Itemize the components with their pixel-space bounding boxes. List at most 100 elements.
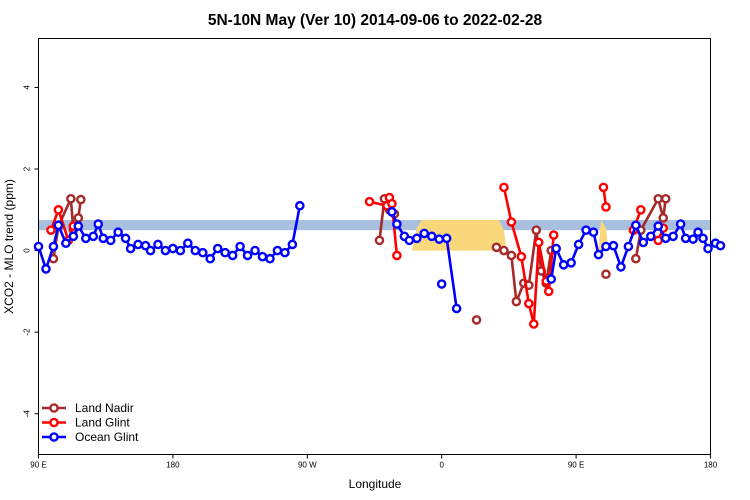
ocean-glint-point <box>608 240 619 251</box>
ocean-glint-point <box>581 225 591 235</box>
land-nadir-point <box>471 315 482 325</box>
ocean-glint-point <box>68 231 79 242</box>
ocean-glint-point <box>133 239 143 250</box>
land-glint-point <box>392 250 402 261</box>
ocean-glint-point <box>404 235 415 246</box>
ocean-glint-point <box>436 279 447 289</box>
y-axis-label: XCO2 - MLO trend (ppm) <box>2 179 16 314</box>
legend-marker-land-nadir <box>49 403 59 413</box>
ocean-glint-point <box>588 227 599 238</box>
ocean-glint-point <box>265 253 275 264</box>
land-glint-point <box>524 298 534 309</box>
y-tick-label: 2 <box>23 166 32 171</box>
land-nadir-point <box>653 193 664 204</box>
land-nadir-point <box>73 213 84 223</box>
y-tick-label: -2 <box>23 328 32 336</box>
ocean-glint-point <box>434 234 445 244</box>
reference-band <box>38 219 711 231</box>
land-glint-point <box>598 182 609 193</box>
ocean-glint-point <box>175 245 186 256</box>
ocean-glint-point <box>631 220 641 231</box>
ocean-glint-point <box>73 221 84 231</box>
ocean-glint-point <box>168 243 178 254</box>
axis-ticks: 90 E 180 90 W 0 90 E 180 -4 -2 0 2 4 <box>23 85 718 470</box>
ocean-glint-point <box>48 241 59 252</box>
ocean-glint-point <box>573 239 584 250</box>
ocean-glint-point <box>412 233 422 244</box>
ocean-glint-point <box>190 245 201 256</box>
ocean-glint-point <box>660 233 671 244</box>
ocean-glint-point <box>205 253 216 264</box>
land-glint-point <box>533 237 544 248</box>
land-nadir-point <box>531 225 542 235</box>
land-nadir-point <box>499 245 509 256</box>
land-shading <box>411 219 609 251</box>
land-glint-point <box>506 217 517 227</box>
land-nadir-point <box>631 253 641 264</box>
y-tick-label: -4 <box>23 410 32 418</box>
land-nadir-point <box>658 213 669 223</box>
land-glint-point <box>653 235 664 246</box>
ocean-glint-point <box>235 241 245 252</box>
ocean-glint-point <box>546 274 557 284</box>
ocean-glint-point <box>675 219 686 229</box>
ocean-glint-point <box>703 243 713 254</box>
ocean-glint-point <box>125 243 136 254</box>
land-glint-point <box>53 204 64 215</box>
ocean-glint-point <box>250 245 260 256</box>
ocean-glint-point <box>616 262 626 272</box>
ocean-glint-point <box>227 250 238 261</box>
ocean-glint-point <box>715 240 726 251</box>
ocean-glint-point <box>566 258 576 268</box>
x-tick-label: 180 <box>166 461 180 470</box>
legend-label-land-glint: Land Glint <box>75 416 130 430</box>
x-tick-label: 0 <box>439 461 444 470</box>
legend-label-ocean-glint: Ocean Glint <box>75 430 139 444</box>
y-tick-label: 4 <box>23 85 32 90</box>
land-glint-point <box>499 182 509 193</box>
ocean-glint-point <box>272 245 283 256</box>
ocean-glint-point <box>257 251 268 262</box>
ocean-glint-point <box>120 233 131 244</box>
land-nadir-point <box>506 250 517 261</box>
land-glint-point <box>543 286 554 297</box>
land-nadir-point <box>511 296 522 307</box>
ocean-glint-point <box>183 238 193 249</box>
ocean-glint-point <box>601 241 611 252</box>
ocean-glint-point <box>680 233 691 244</box>
x-tick-label: 90 W <box>298 461 317 470</box>
x-tick-label: 180 <box>704 461 718 470</box>
ocean-glint-point <box>197 247 208 258</box>
shading-layer <box>38 219 711 251</box>
chart-title: 5N-10N May (Ver 10) 2014-09-06 to 2022-0… <box>208 12 543 29</box>
ocean-glint-point <box>41 264 51 274</box>
ocean-glint-point <box>212 243 223 254</box>
land-glint-point <box>516 251 527 262</box>
ocean-glint-point <box>160 245 171 256</box>
land-glint-point <box>364 196 375 207</box>
ocean-glint-point <box>153 239 163 250</box>
ocean-glint-point <box>93 219 104 229</box>
ocean-glint-point <box>688 234 698 244</box>
legend-label-land-nadir: Land Nadir <box>75 401 134 415</box>
ocean-glint-point <box>145 245 156 256</box>
ocean-glint-point <box>558 260 569 270</box>
ocean-glint-point <box>53 220 64 231</box>
ocean-glint-point <box>426 231 437 242</box>
ocean-glint-point <box>623 241 634 252</box>
ocean-glint-point <box>668 231 678 242</box>
ocean-glint-point <box>220 247 230 258</box>
ocean-glint-point <box>242 250 253 261</box>
data-layer <box>33 182 726 329</box>
land-glint-point <box>387 198 397 209</box>
ocean-glint-point <box>61 238 71 249</box>
legend-marker-ocean-glint <box>49 432 59 442</box>
ocean-glint-point <box>638 237 649 248</box>
ocean-glint-point <box>653 221 664 231</box>
land-nadir-point <box>491 242 502 253</box>
ocean-glint-point <box>441 233 452 244</box>
ocean-glint-point <box>98 233 109 244</box>
x-tick-label: 90 E <box>568 461 584 470</box>
ocean-glint-point <box>451 303 462 314</box>
